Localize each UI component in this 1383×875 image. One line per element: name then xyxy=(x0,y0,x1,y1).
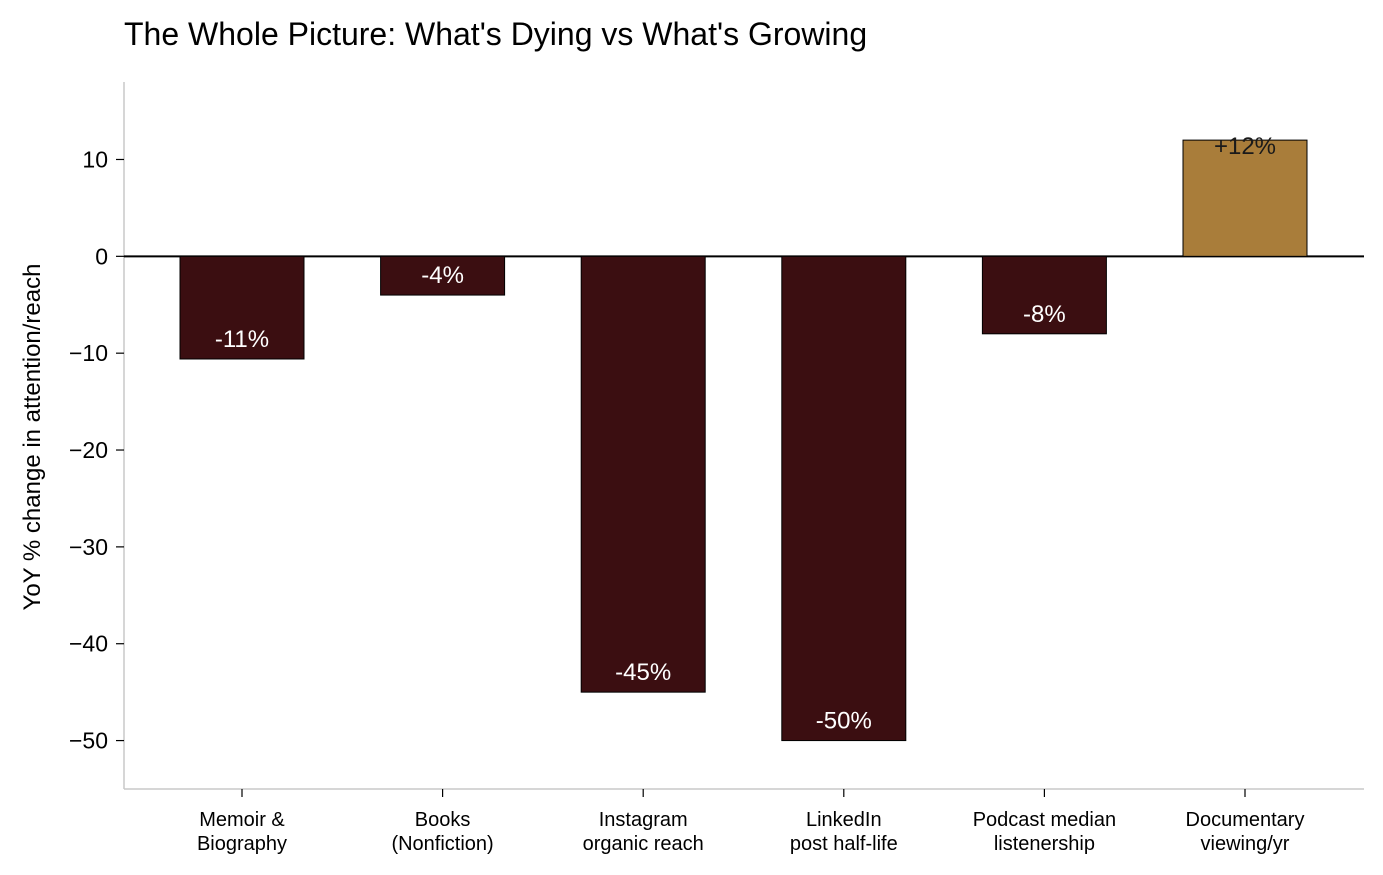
data-labels: -11% -4% -45% -50% -8% +12% xyxy=(215,133,1276,734)
data-label: -45% xyxy=(615,659,671,686)
bar xyxy=(179,255,305,360)
bar xyxy=(1182,139,1308,257)
data-label: -11% xyxy=(215,326,269,353)
data-label: -4% xyxy=(421,262,464,289)
x-tick-label: Memoir & Biography xyxy=(197,809,287,855)
x-tick-label: Books (Nonfiction) xyxy=(391,809,493,855)
bar xyxy=(580,255,706,693)
bar xyxy=(380,255,506,296)
y-tick-label: −30 xyxy=(69,534,108,560)
y-tick-label: −20 xyxy=(69,437,108,463)
axes: 10 0 −10 −20 −30 −40 −50 Memoir & Biography Books… xyxy=(69,82,1364,855)
x-tick-label: Documentary viewing/yr xyxy=(1186,809,1305,855)
bar xyxy=(981,255,1107,335)
y-axis-label: YoY % change in attention/reach xyxy=(19,264,46,611)
x-tick-label: LinkedIn post half-life xyxy=(790,809,898,855)
y-tick-label: −50 xyxy=(69,728,108,754)
x-tick-label: Podcast median listenership xyxy=(973,809,1116,855)
bars xyxy=(179,139,1308,742)
x-tick-label: Instagram organic reach xyxy=(583,809,704,855)
bar xyxy=(781,255,907,742)
chart-title: The Whole Picture: What's Dying vs What'… xyxy=(124,16,867,52)
data-label: +12% xyxy=(1214,133,1276,160)
y-tick-label: −40 xyxy=(69,631,108,657)
data-label: -50% xyxy=(816,708,872,735)
y-tick-label: −10 xyxy=(69,340,108,366)
data-label: -8% xyxy=(1023,301,1066,328)
y-tick-label: 10 xyxy=(82,146,108,172)
y-tick-label: 0 xyxy=(95,243,108,269)
